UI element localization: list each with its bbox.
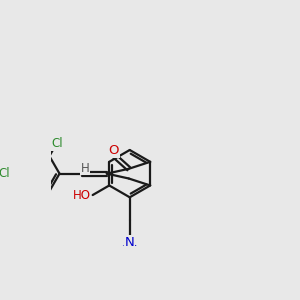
Text: HO: HO <box>72 188 90 202</box>
Text: O: O <box>109 144 119 157</box>
Text: N: N <box>125 236 135 249</box>
Text: Cl: Cl <box>0 167 10 180</box>
Text: H: H <box>81 161 90 175</box>
Text: Cl: Cl <box>51 137 62 150</box>
